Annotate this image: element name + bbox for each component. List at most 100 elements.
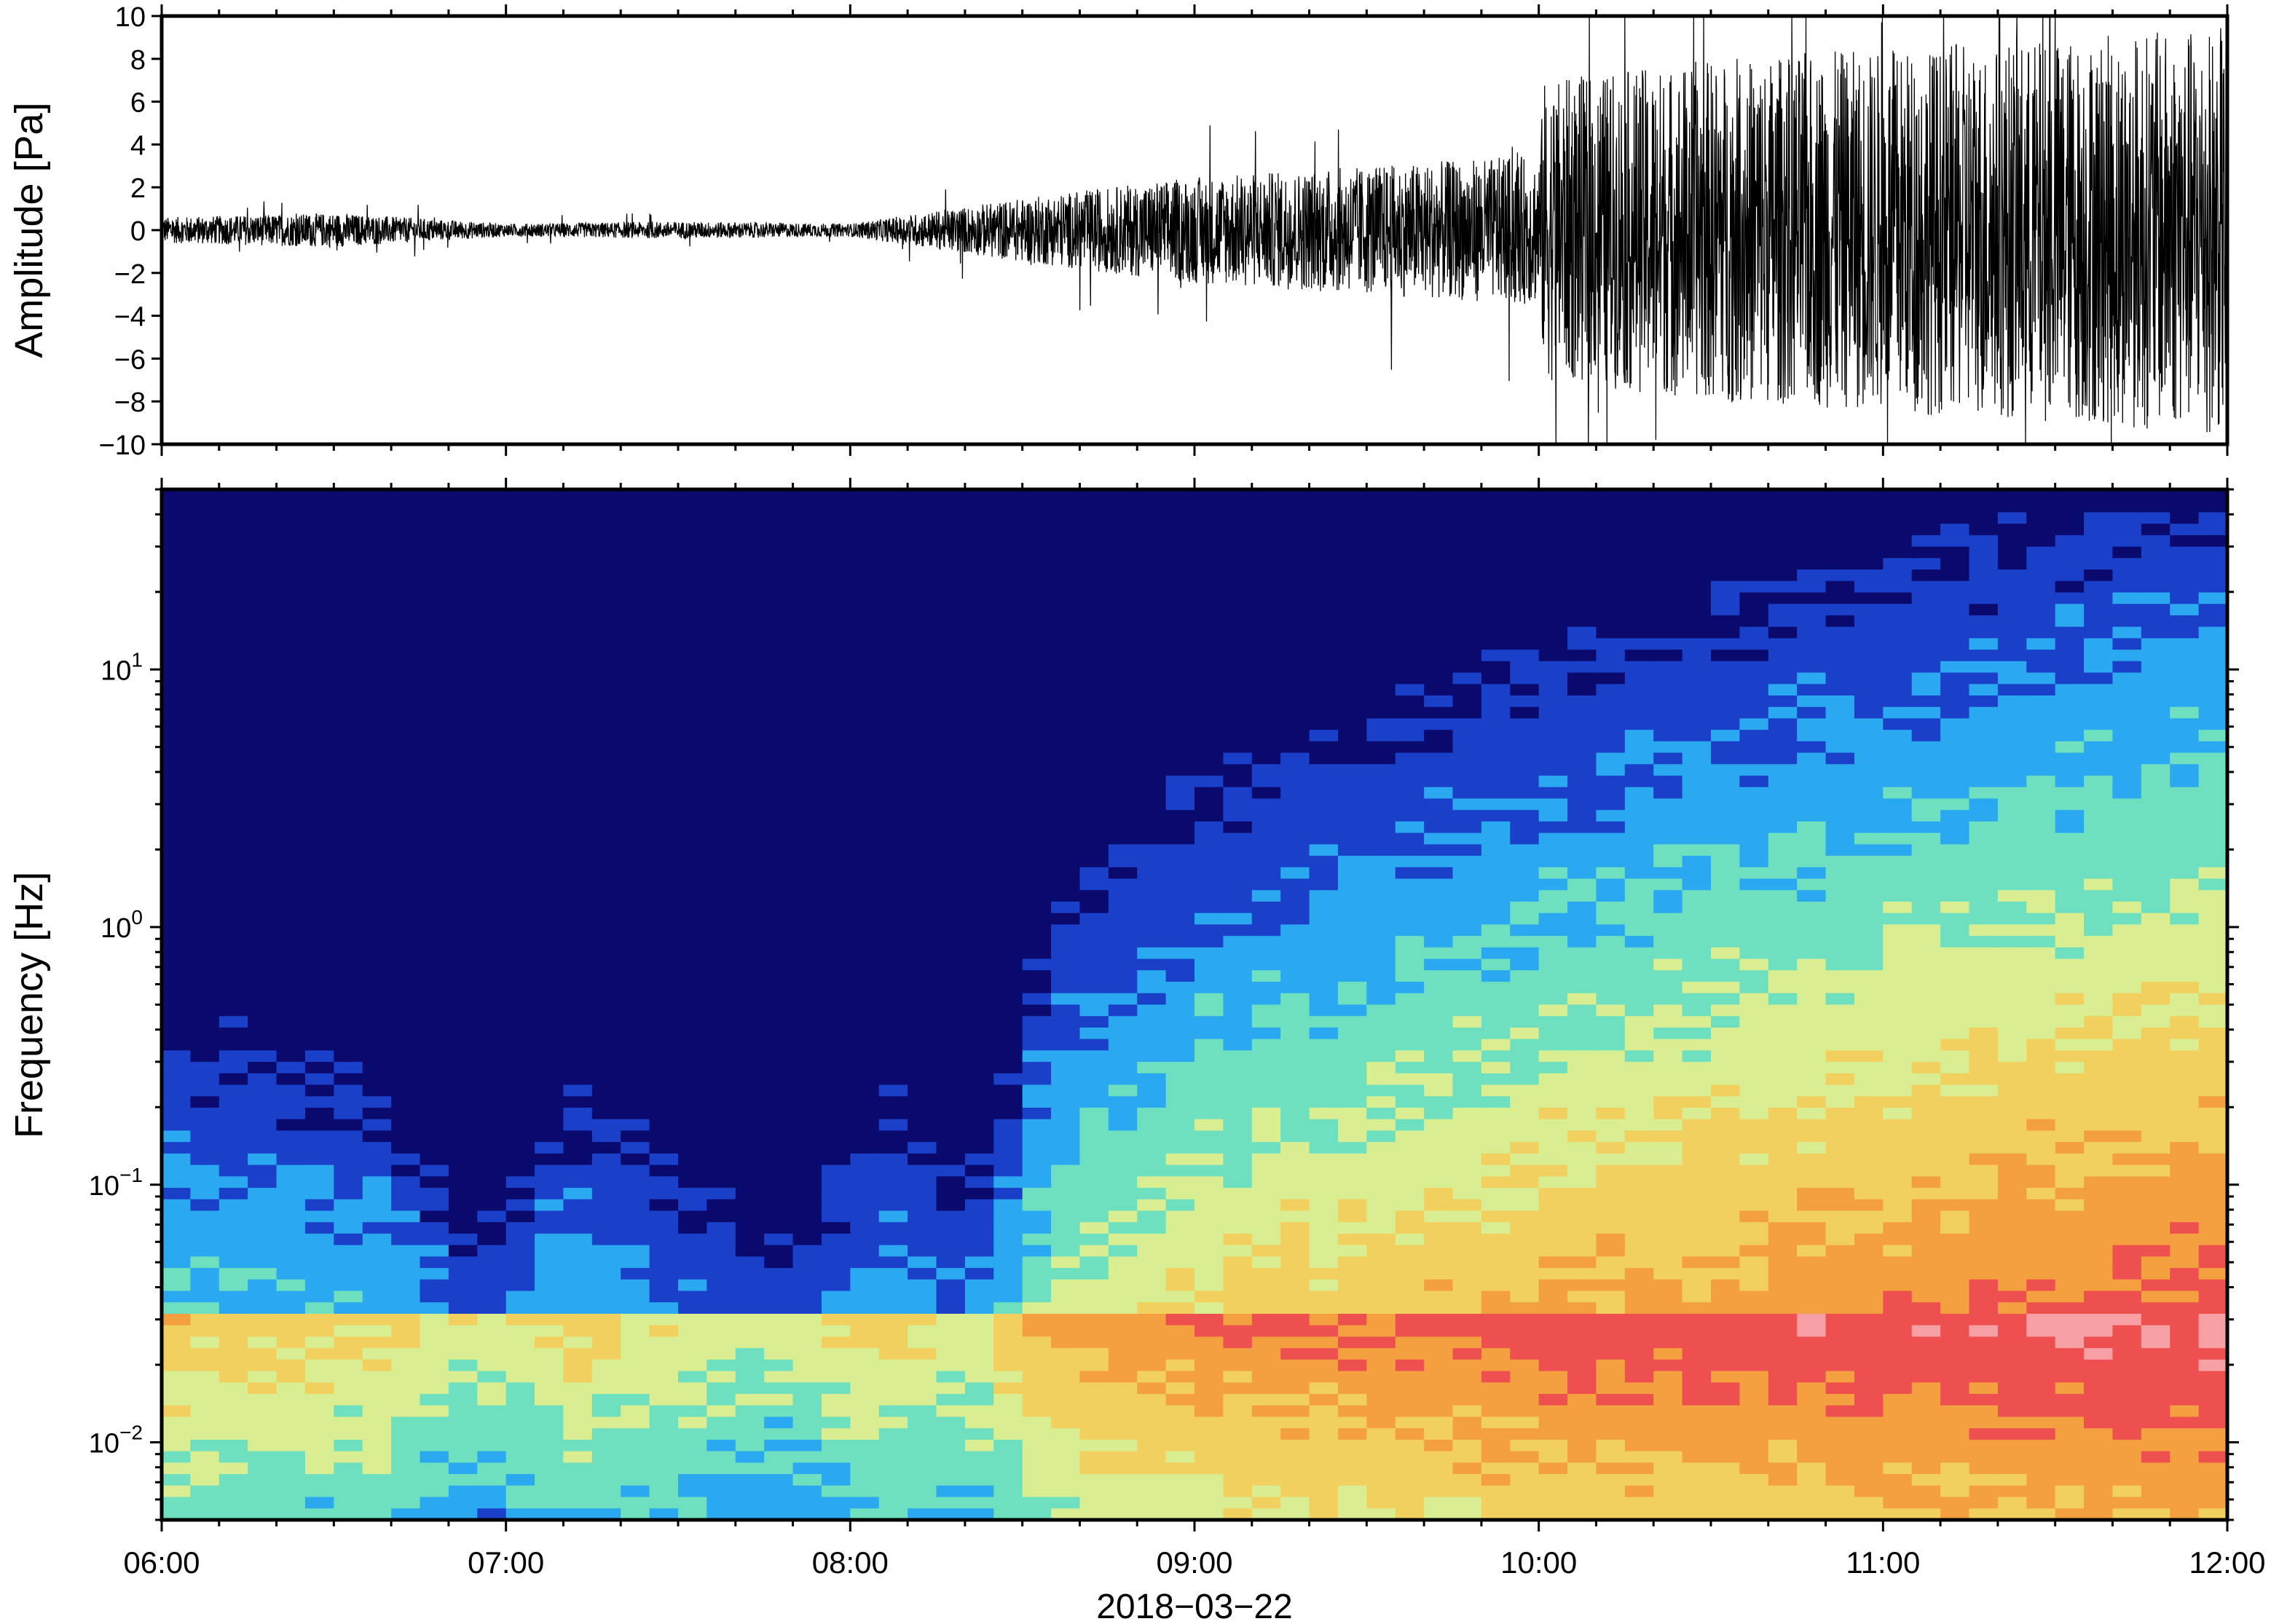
spectrogram-cell: [276, 718, 306, 730]
spectrogram-cell: [993, 1142, 1023, 1154]
spectrogram-cell: [1251, 546, 1281, 559]
spectrogram-cell: [1481, 752, 1511, 765]
spectrogram-cell: [304, 993, 334, 1006]
spectrogram-cell: [1194, 1302, 1224, 1314]
spectrogram-cell: [764, 1268, 794, 1280]
spectrogram-cell: [1711, 569, 1740, 582]
spectrogram-cell: [850, 1164, 880, 1177]
spectrogram-cell: [219, 512, 248, 524]
spectrogram-cell: [1051, 626, 1081, 639]
spectrogram-cell: [850, 1268, 880, 1280]
spectrogram-cell: [908, 695, 937, 708]
spectrogram-cell: [505, 569, 535, 582]
spectrogram-cell: [735, 856, 765, 868]
spectrogram-cell: [219, 1164, 248, 1177]
spectrogram-cell: [563, 764, 593, 776]
spectrogram-cell: [878, 1164, 908, 1177]
spectrogram-cell: [821, 1325, 851, 1338]
spectrogram-cell: [276, 1371, 306, 1383]
spectrogram-cell: [535, 615, 564, 628]
spectrogram-cell: [1366, 958, 1396, 971]
spectrogram-cell: [334, 821, 363, 834]
spectrogram-cell: [1395, 821, 1425, 834]
spectrogram-cell: [391, 524, 421, 536]
spectrogram-cell: [1022, 569, 1052, 582]
spectrogram-cell: [649, 1073, 679, 1086]
spectrogram-cell: [735, 546, 765, 559]
spectrogram-cell: [1309, 500, 1339, 513]
spectrogram-cell: [1510, 776, 1540, 788]
spectrogram-cell: [1079, 489, 1109, 502]
spectrogram-cell: [649, 1130, 679, 1143]
spectrogram-cell: [1452, 1210, 1482, 1223]
spectrogram-cell: [591, 650, 621, 662]
spectrogram-cell: [1538, 1394, 1568, 1406]
spectrogram-cell: [1682, 1256, 1712, 1269]
spectrogram-cell: [448, 752, 478, 765]
spectrogram-cell: [621, 1474, 650, 1486]
spectrogram-cell: [362, 580, 392, 594]
spectrogram-cell: [964, 912, 994, 926]
spectrogram-cell: [1395, 867, 1425, 880]
spectrogram-cell: [219, 982, 248, 994]
spectrogram-cell: [1510, 1439, 1540, 1452]
spectrogram-cell: [1223, 1290, 1253, 1303]
spectrogram-cell: [1653, 958, 1683, 971]
spectrogram-cell: [936, 1188, 966, 1200]
spectrogram-cell: [1538, 1359, 1568, 1372]
spectrogram-cell: [1481, 1222, 1511, 1234]
spectrogram-cell: [1079, 1119, 1109, 1132]
spectrogram-cell: [1079, 936, 1109, 948]
spectrogram-cell: [1309, 1462, 1339, 1475]
spectrogram-cell: [908, 1359, 937, 1372]
spectrogram-cell: [1280, 1142, 1310, 1154]
spectrogram-cell: [621, 936, 650, 948]
spectrogram-cell: [391, 1428, 421, 1440]
spectrogram-cell: [821, 604, 851, 616]
spectrogram-cell: [964, 1268, 994, 1280]
spectrogram-cell: [535, 764, 564, 776]
spectrogram-cell: [993, 993, 1023, 1006]
spectrogram-cell: [1567, 580, 1597, 594]
spectrogram-cell: [304, 1325, 334, 1338]
spectrogram-cell: [878, 1153, 908, 1166]
spectrogram-cell: [878, 1188, 908, 1200]
spectrogram-cell: [1223, 684, 1253, 696]
spectrogram-cell: [535, 1314, 564, 1326]
spectrogram-cell: [1051, 752, 1081, 765]
spectrogram-cell: [735, 958, 765, 971]
spectrogram-cell: [964, 1462, 994, 1475]
spectrogram-cell: [1108, 993, 1138, 1006]
spectrogram-cell: [563, 604, 593, 616]
spectrogram-cell: [1682, 776, 1712, 788]
spectrogram-cell: [964, 626, 994, 639]
spectrogram-cell: [1510, 1451, 1540, 1463]
spectrogram-cell: [792, 500, 822, 513]
spectrogram-cell: [1452, 1222, 1482, 1234]
spectrogram-cell: [707, 1038, 736, 1051]
spectrogram-cell: [362, 512, 392, 524]
spectrogram-cell: [1452, 1199, 1482, 1212]
spectrogram-cell: [1711, 512, 1740, 524]
spectrogram-cell: [1337, 776, 1367, 788]
spectrogram-cell: [1510, 661, 1540, 674]
spectrogram-cell: [678, 844, 707, 856]
spectrogram-cell: [707, 730, 736, 742]
spectrogram-cell: [1682, 1268, 1712, 1280]
spectrogram-cell: [420, 695, 449, 708]
spectrogram-cell: [936, 1153, 966, 1166]
spectrogram-cell: [735, 1497, 765, 1509]
spectrogram-cell: [1481, 569, 1511, 582]
spectrogram-cell: [1510, 650, 1540, 662]
spectrogram-cell: [1079, 1108, 1109, 1120]
spectrogram-cell: [908, 1142, 937, 1154]
spectrogram-cell: [936, 902, 966, 914]
spectrogram-cell: [1337, 500, 1367, 513]
spectrogram-cell: [219, 958, 248, 971]
spectrogram-cell: [563, 500, 593, 513]
spectrogram-cell: [735, 1394, 765, 1406]
spectrogram-cell: [162, 500, 191, 513]
spectrogram-cell: [1165, 500, 1195, 513]
spectrogram-cell: [1481, 524, 1511, 536]
